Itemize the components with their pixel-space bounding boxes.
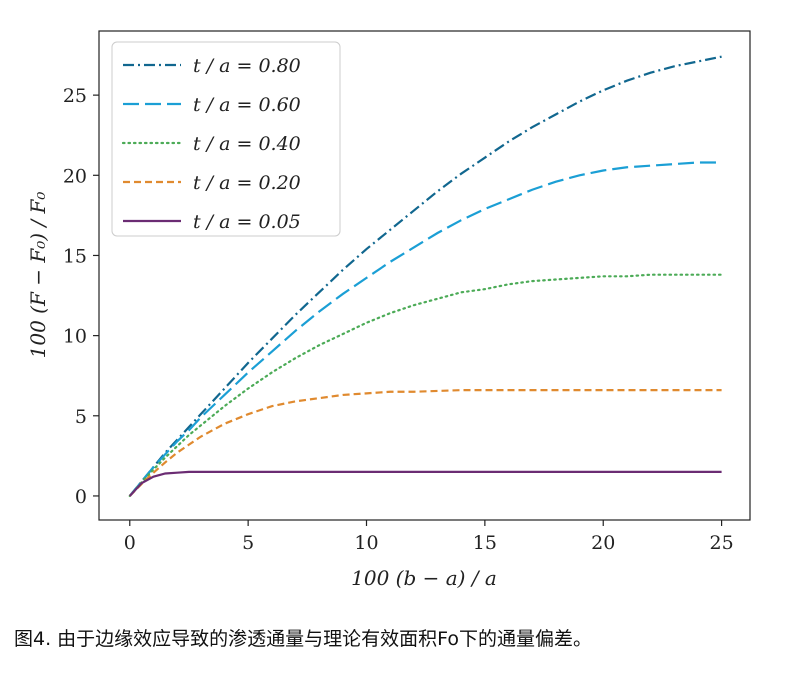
x-tick-label: 20 (591, 532, 615, 554)
x-tick-label: 25 (709, 532, 733, 554)
x-tick-label: 0 (124, 532, 136, 554)
figure-caption: 图4. 由于边缘效应导致的渗透通量与理论有效面积Fo下的通量偏差。 (14, 628, 593, 650)
y-tick-label: 10 (63, 326, 87, 348)
ticks-layer: 0 5 10 15 20 25 0 5 10 15 20 25 (63, 85, 734, 554)
x-tick-label: 15 (473, 532, 497, 554)
series-line-2 (128, 273, 723, 498)
legend-label-0: t / a = 0.80 (193, 55, 301, 77)
legend-label-1: t / a = 0.60 (193, 94, 301, 116)
y-tick-label: 20 (63, 165, 87, 187)
legend-box (111, 41, 341, 237)
y-axis-label: 100 (F − F₀) / F₀ (26, 192, 50, 359)
x-tick-label: 10 (354, 532, 378, 554)
x-axis-label: 100 (b − a) / a (351, 566, 497, 590)
line-chart: 0 5 10 15 20 25 0 5 10 15 20 25 100 (b − a) / a 100… (26, 30, 751, 590)
legend-label-2: t / a = 0.40 (193, 133, 301, 155)
y-tick-label: 25 (63, 85, 87, 107)
series-line-4 (128, 470, 722, 497)
y-tick-label: 15 (63, 245, 87, 267)
series-line-3 (128, 389, 722, 497)
y-tick-label: 5 (75, 406, 87, 428)
series-layer (128, 55, 723, 498)
legend: t / a = 0.80 t / a = 0.60 t / a = 0.40 t / … (111, 41, 341, 237)
x-tick-label: 5 (242, 532, 254, 554)
y-tick-label: 0 (75, 486, 87, 508)
legend-label-4: t / a = 0.05 (193, 211, 301, 233)
legend-label-3: t / a = 0.20 (193, 172, 301, 194)
series-line-0 (128, 55, 722, 497)
